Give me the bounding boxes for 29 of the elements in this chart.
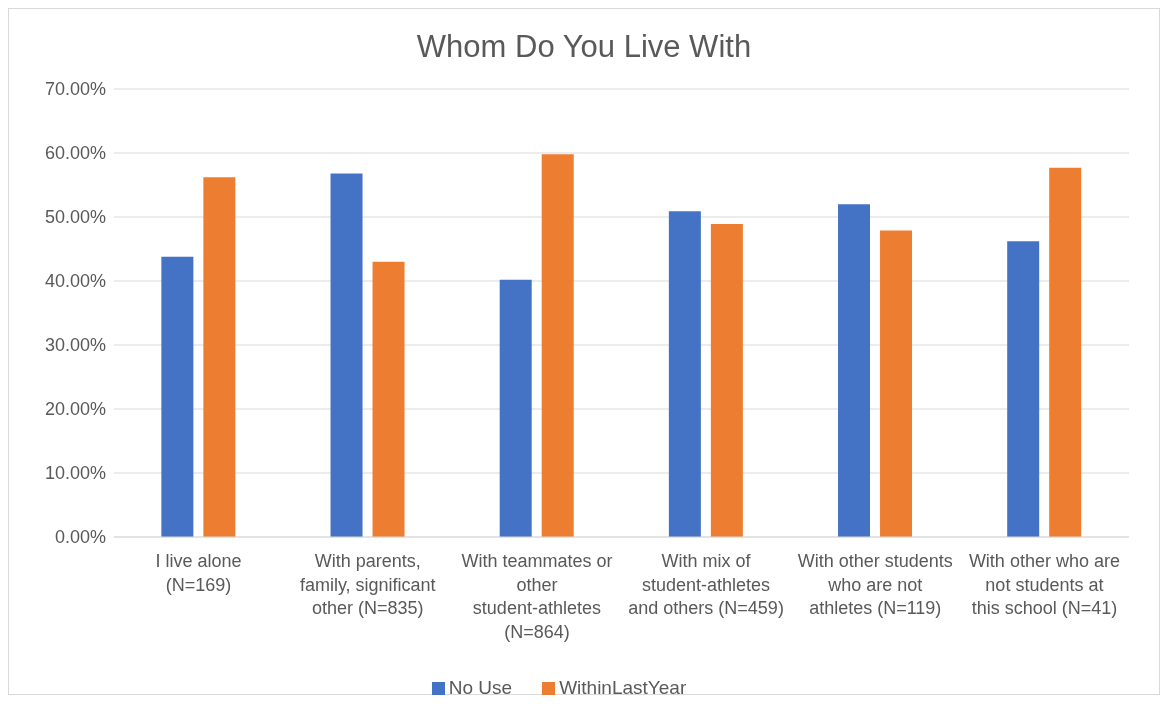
bar [161,256,194,537]
x-tick-label: With teammates or other student-athletes (N=864) [461,551,613,642]
bar [668,211,701,537]
y-tick-label: 50.00% [44,207,106,228]
y-tick-label: 10.00% [44,463,106,484]
x-tick-label: With other who are not students at this school (N=41) [968,551,1120,619]
y-tick-label: 60.00% [44,143,106,164]
y-tick-label: 40.00% [44,271,106,292]
y-tick-label: 20.00% [44,399,106,420]
chart-title: Whom Do You Live With [415,28,753,66]
bar [541,154,574,537]
bar [880,230,913,537]
x-tick-label: I live alone (N=169) [155,551,242,595]
bar [372,261,405,537]
x-tick-label: With parents, family, significant other (N=835) [299,551,436,619]
y-tick-label: 0.00% [54,527,106,548]
x-tick-label: With mix of student-athletes and others (N=459) [628,551,784,619]
bar [1007,241,1040,537]
bar [499,279,532,537]
y-tick-label: 30.00% [44,335,106,356]
bar [1049,167,1082,537]
legend-label: WithinLastYear [559,677,687,698]
y-tick-label: 70.00% [44,79,106,100]
bar [203,177,236,537]
legend-label: No Use [448,677,513,698]
x-tick-label: With other students who are not athletes (N=119) [797,551,953,619]
bar [838,204,871,537]
bar [330,173,363,537]
bar [710,224,743,537]
